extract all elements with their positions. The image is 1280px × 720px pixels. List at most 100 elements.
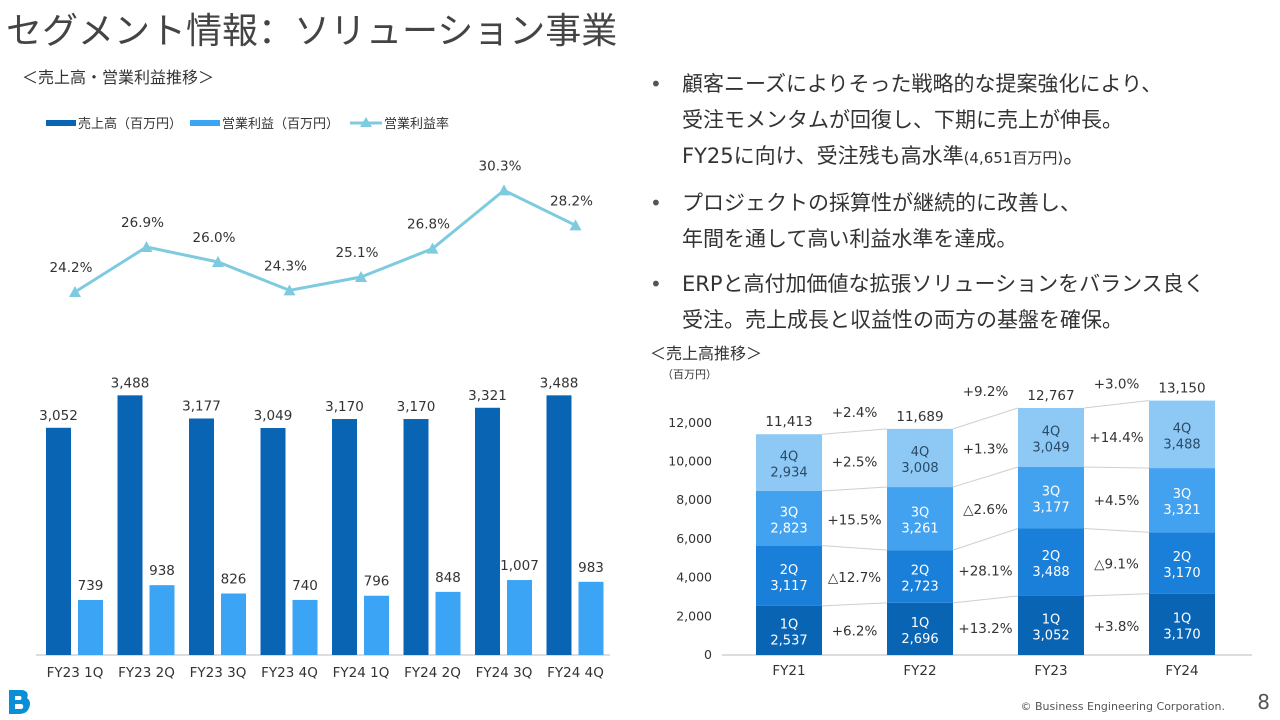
sales-data-label: 3,488 — [540, 375, 579, 391]
sales-data-label: 3,177 — [182, 398, 221, 414]
copyright-text: © Business Engineering Corporation. — [1020, 700, 1225, 713]
y-unit-label: （百万円） — [662, 368, 717, 381]
segment-quarter-label: 3Q — [911, 506, 930, 521]
profit-data-label: 848 — [435, 570, 461, 586]
segment-quarter-label: 4Q — [1042, 425, 1061, 440]
profit-data-label: 938 — [149, 563, 175, 579]
segment-quarter-label: 1Q — [1173, 611, 1192, 626]
stack-segment-3q — [887, 487, 953, 551]
segment-quarter-label: 1Q — [1042, 612, 1061, 627]
margin-rate-marker — [426, 242, 439, 254]
bullet-line-tail: 。 — [1063, 144, 1085, 168]
growth-rate-label: △9.1% — [1094, 557, 1139, 573]
bullet-dot-icon: • — [650, 191, 662, 215]
growth-rate-label: +13.2% — [958, 621, 1012, 637]
legend-rate-label: 営業利益率 — [384, 116, 449, 132]
bullet-item: • 顧客ニーズによりそった戦略的な提案強化により、 受注モメンタムが回復し、下期… — [650, 66, 1270, 176]
sales-data-label: 3,052 — [39, 408, 78, 424]
x-tick-label: FY23 1Q — [47, 665, 104, 681]
connector-line — [952, 466, 1019, 488]
segment-value-label: 3,488 — [1032, 565, 1069, 580]
margin-rate-label: 25.1% — [336, 245, 379, 261]
connector-line — [821, 545, 888, 551]
total-label: 13,150 — [1158, 381, 1205, 397]
left-chart-section-label: ＜売上高・営業利益推移＞ — [22, 68, 215, 87]
profit-bar — [221, 593, 246, 655]
total-label: 11,413 — [765, 414, 812, 430]
growth-rate-label: +15.5% — [827, 512, 881, 528]
profit-bar — [292, 599, 318, 655]
quarterly-sales-profit-chart: 売上高（百万円） 営業利益（百万円） 営業利益率 3,052 739 FY23 1Q 3,4… — [36, 116, 610, 681]
x-tick-label: FY24 4Q — [547, 665, 604, 681]
growth-rate-label: +3.0% — [1094, 377, 1140, 393]
growth-rate-label: +2.4% — [832, 405, 878, 421]
margin-rate-marker — [140, 241, 153, 252]
order-backlog-amount: (4,651百万円) — [963, 149, 1064, 167]
stack-segment-2q — [1018, 528, 1084, 596]
segment-quarter-label: 2Q — [1173, 550, 1192, 565]
annual-sales-stacked-chart: （百万円） 0 2,000 4,000 6,000 8,000 10,000 12,000 1Q… — [662, 368, 1252, 679]
segment-value-label: 3,488 — [1163, 437, 1200, 452]
y-tick-label: 2,000 — [676, 608, 712, 623]
segment-quarter-label: 2Q — [780, 563, 799, 578]
right-chart-section-label: ＜売上高推移＞ — [650, 344, 763, 363]
growth-rate-label: +2.5% — [832, 454, 878, 470]
growth-rate-label: +4.5% — [1094, 493, 1140, 509]
sales-bar — [46, 427, 71, 655]
margin-rate-marker — [355, 271, 367, 282]
connector-line — [821, 428, 888, 435]
segment-value-label: 3,049 — [1032, 441, 1069, 456]
growth-rate-label: +3.8% — [1094, 619, 1140, 635]
segment-value-label: 3,177 — [1032, 501, 1069, 516]
connector-line — [1083, 400, 1150, 409]
stack-segment-4q — [887, 428, 953, 488]
margin-rate-label: 30.3% — [479, 158, 522, 174]
page-number: 8 — [1257, 690, 1270, 714]
x-tick-label: FY23 — [1034, 663, 1067, 679]
segment-value-label: 3,321 — [1163, 503, 1200, 518]
legend-sales-label: 売上高（百万円） — [78, 116, 182, 132]
sales-bar — [546, 395, 572, 655]
profit-data-label: 739 — [78, 578, 104, 594]
stack-segment-4q — [756, 434, 822, 491]
stack-segment-3q — [1149, 468, 1215, 533]
margin-rate-marker — [498, 184, 510, 196]
margin-rate-marker — [69, 286, 81, 297]
y-tick-label: 12,000 — [668, 415, 712, 430]
bullet-line: 受注モメンタムが回復し、下期に売上が伸長。 — [682, 108, 1123, 132]
x-tick-label: FY23 2Q — [118, 665, 175, 681]
legend-profit-swatch — [190, 120, 220, 126]
legend-sales-swatch — [46, 120, 76, 126]
profit-bar — [507, 580, 532, 655]
bullet-item: • プロジェクトの採算性が継続的に改善し、 年間を通して高い利益水準を達成。 — [650, 185, 1270, 257]
stack-segment-3q — [756, 490, 822, 546]
segment-value-label: 2,723 — [901, 579, 938, 594]
segment-quarter-label: 4Q — [1173, 421, 1192, 436]
profit-data-label: 983 — [578, 560, 604, 576]
growth-rate-label: +14.4% — [1089, 430, 1143, 446]
segment-quarter-label: 2Q — [911, 563, 930, 578]
page-title: セグメント情報：ソリューション事業 — [6, 11, 618, 52]
growth-rate-label: +9.2% — [963, 384, 1009, 400]
margin-rate-label: 26.9% — [121, 215, 164, 231]
margin-rate-label: 24.2% — [50, 260, 93, 276]
bullet-line: ERPと高付加価値な拡張ソリューションをバランス良く — [682, 272, 1205, 296]
connector-line — [952, 407, 1019, 430]
chart-legend: 売上高（百万円） 営業利益（百万円） 営業利益率 — [46, 116, 449, 132]
connector-line — [1083, 527, 1150, 533]
sales-data-label: 3,170 — [397, 399, 436, 415]
stack-segment-4q — [1018, 408, 1084, 467]
bullet-line: プロジェクトの採算性が継続的に改善し、 — [682, 191, 1081, 215]
x-tick-label: FY24 — [1165, 663, 1198, 679]
segment-quarter-label: 4Q — [911, 445, 930, 460]
profit-data-label: 1,007 — [500, 558, 539, 574]
segment-quarter-label: 4Q — [780, 450, 799, 465]
y-tick-label: 0 — [704, 647, 712, 662]
segment-value-label: 3,170 — [1163, 627, 1200, 642]
bullet-line-main: FY25に向け、受注残も高水準 — [682, 144, 964, 168]
segment-value-label: 2,537 — [770, 633, 807, 648]
y-tick-label: 4,000 — [676, 570, 712, 585]
profit-bar — [149, 585, 175, 655]
segment-quarter-label: 1Q — [911, 616, 930, 631]
stack-segment-1q — [1149, 593, 1215, 655]
